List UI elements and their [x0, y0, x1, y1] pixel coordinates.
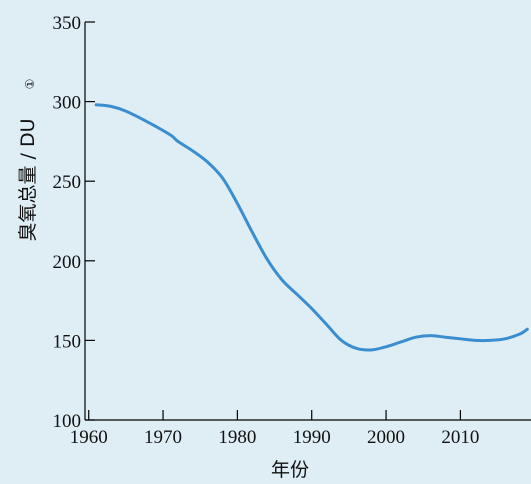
x-ticks: 1960 1970 1980 1990 2000 2010 — [70, 410, 479, 448]
x-tick-label: 1990 — [293, 427, 331, 448]
y-tick-label: 100 — [53, 411, 82, 432]
x-tick-label: 1960 — [70, 427, 108, 448]
series-layer — [94, 103, 529, 352]
ozone-series-line — [94, 103, 529, 352]
x-tick-label: 1970 — [144, 427, 182, 448]
y-tick-label: 350 — [53, 13, 82, 34]
axes — [84, 22, 531, 421]
x-tick-label: 2000 — [367, 427, 405, 448]
y-tick-label: 150 — [53, 331, 82, 352]
y-ticks: 100 150 200 250 300 350 — [53, 13, 95, 432]
y-axis-footnote-mark: ① — [23, 79, 37, 90]
x-axis-title: 年份 — [271, 459, 309, 481]
y-axis-title: 臭氧总量 / DU — [17, 118, 39, 241]
x-tick-label: 2010 — [441, 427, 479, 448]
x-tick-label: 1980 — [218, 427, 256, 448]
y-tick-label: 300 — [53, 93, 82, 114]
y-tick-label: 250 — [53, 172, 82, 193]
y-tick-label: 200 — [53, 252, 82, 273]
